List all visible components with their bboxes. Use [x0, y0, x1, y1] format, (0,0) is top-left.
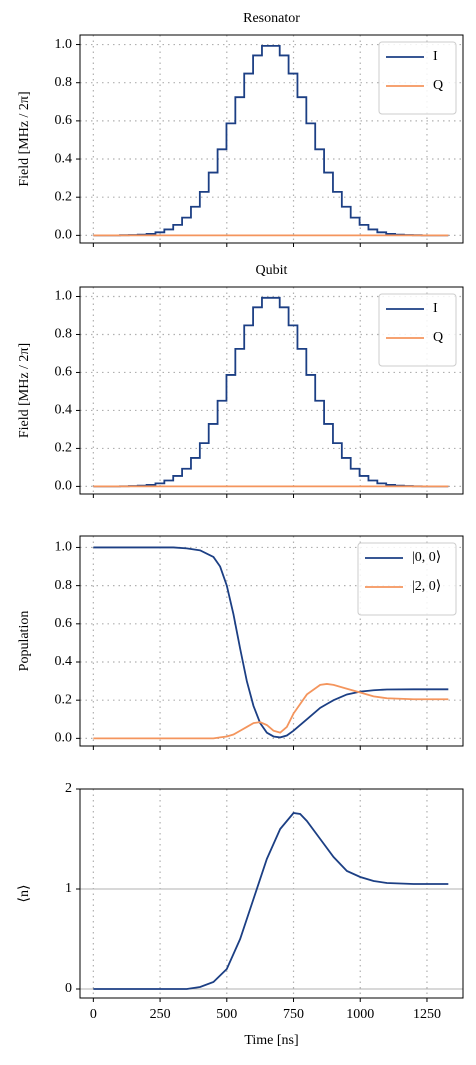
y-tick-label: 0.4: [55, 403, 73, 418]
panel-title: Resonator: [243, 11, 300, 26]
y-tick-label: 0.2: [55, 441, 73, 456]
x-tick-label: 250: [150, 1007, 171, 1022]
y-axis-label: ⟨n⟩: [17, 885, 32, 903]
y-tick-label: 0.2: [55, 692, 73, 707]
x-tick-label: 1000: [346, 1007, 374, 1022]
y-tick-label: 1.0: [55, 289, 73, 304]
y-axis-label: Field [MHz / 2π]: [17, 343, 32, 438]
plot-frame: [79, 34, 464, 244]
y-tick-label: 0.6: [55, 365, 73, 380]
y-tick-label: 0.0: [55, 479, 73, 494]
legend-label: |2, 0⟩: [412, 579, 441, 594]
plot-frame: [79, 286, 464, 495]
y-tick-label: 0.8: [55, 75, 73, 90]
y-tick-label: 0.0: [55, 731, 73, 746]
x-tick-label: 750: [283, 1007, 304, 1022]
legend-label: |0, 0⟩: [412, 550, 441, 565]
plot-frame: [79, 788, 464, 999]
y-tick-label: 0.8: [55, 578, 73, 593]
legend-box: [378, 293, 457, 367]
x-axis-label: Time [ns]: [244, 1033, 298, 1048]
legend-box: [357, 542, 457, 616]
series-line: [93, 44, 449, 237]
y-tick-label: 0.6: [55, 616, 73, 631]
series-line: [93, 812, 449, 990]
y-tick-label: 0.4: [55, 151, 73, 166]
legend-label: I: [433, 49, 438, 64]
series-line: [93, 683, 449, 740]
y-tick-label: 2: [65, 781, 72, 796]
y-tick-label: 0.4: [55, 654, 73, 669]
y-axis-label: Field [MHz / 2π]: [17, 91, 32, 186]
x-tick-label: 0: [90, 1007, 97, 1022]
y-tick-label: 1: [65, 881, 72, 896]
y-tick-label: 1.0: [55, 37, 73, 52]
series-line: [93, 296, 449, 488]
y-axis-label: Population: [17, 611, 32, 672]
y-tick-label: 0.0: [55, 228, 73, 243]
legend-label: I: [433, 301, 438, 316]
legend-box: [378, 41, 457, 115]
y-tick-label: 1.0: [55, 540, 73, 555]
y-tick-label: 0.8: [55, 327, 73, 342]
y-tick-label: 0.6: [55, 113, 73, 128]
y-tick-label: 0: [65, 981, 72, 996]
y-tick-label: 0.2: [55, 189, 73, 204]
panel-title: Qubit: [256, 263, 288, 278]
legend-label: Q: [433, 78, 443, 93]
x-tick-label: 1250: [413, 1007, 441, 1022]
x-tick-label: 500: [216, 1007, 237, 1022]
legend-label: Q: [433, 330, 443, 345]
series-line: [93, 546, 449, 739]
plot-frame: [79, 535, 464, 747]
